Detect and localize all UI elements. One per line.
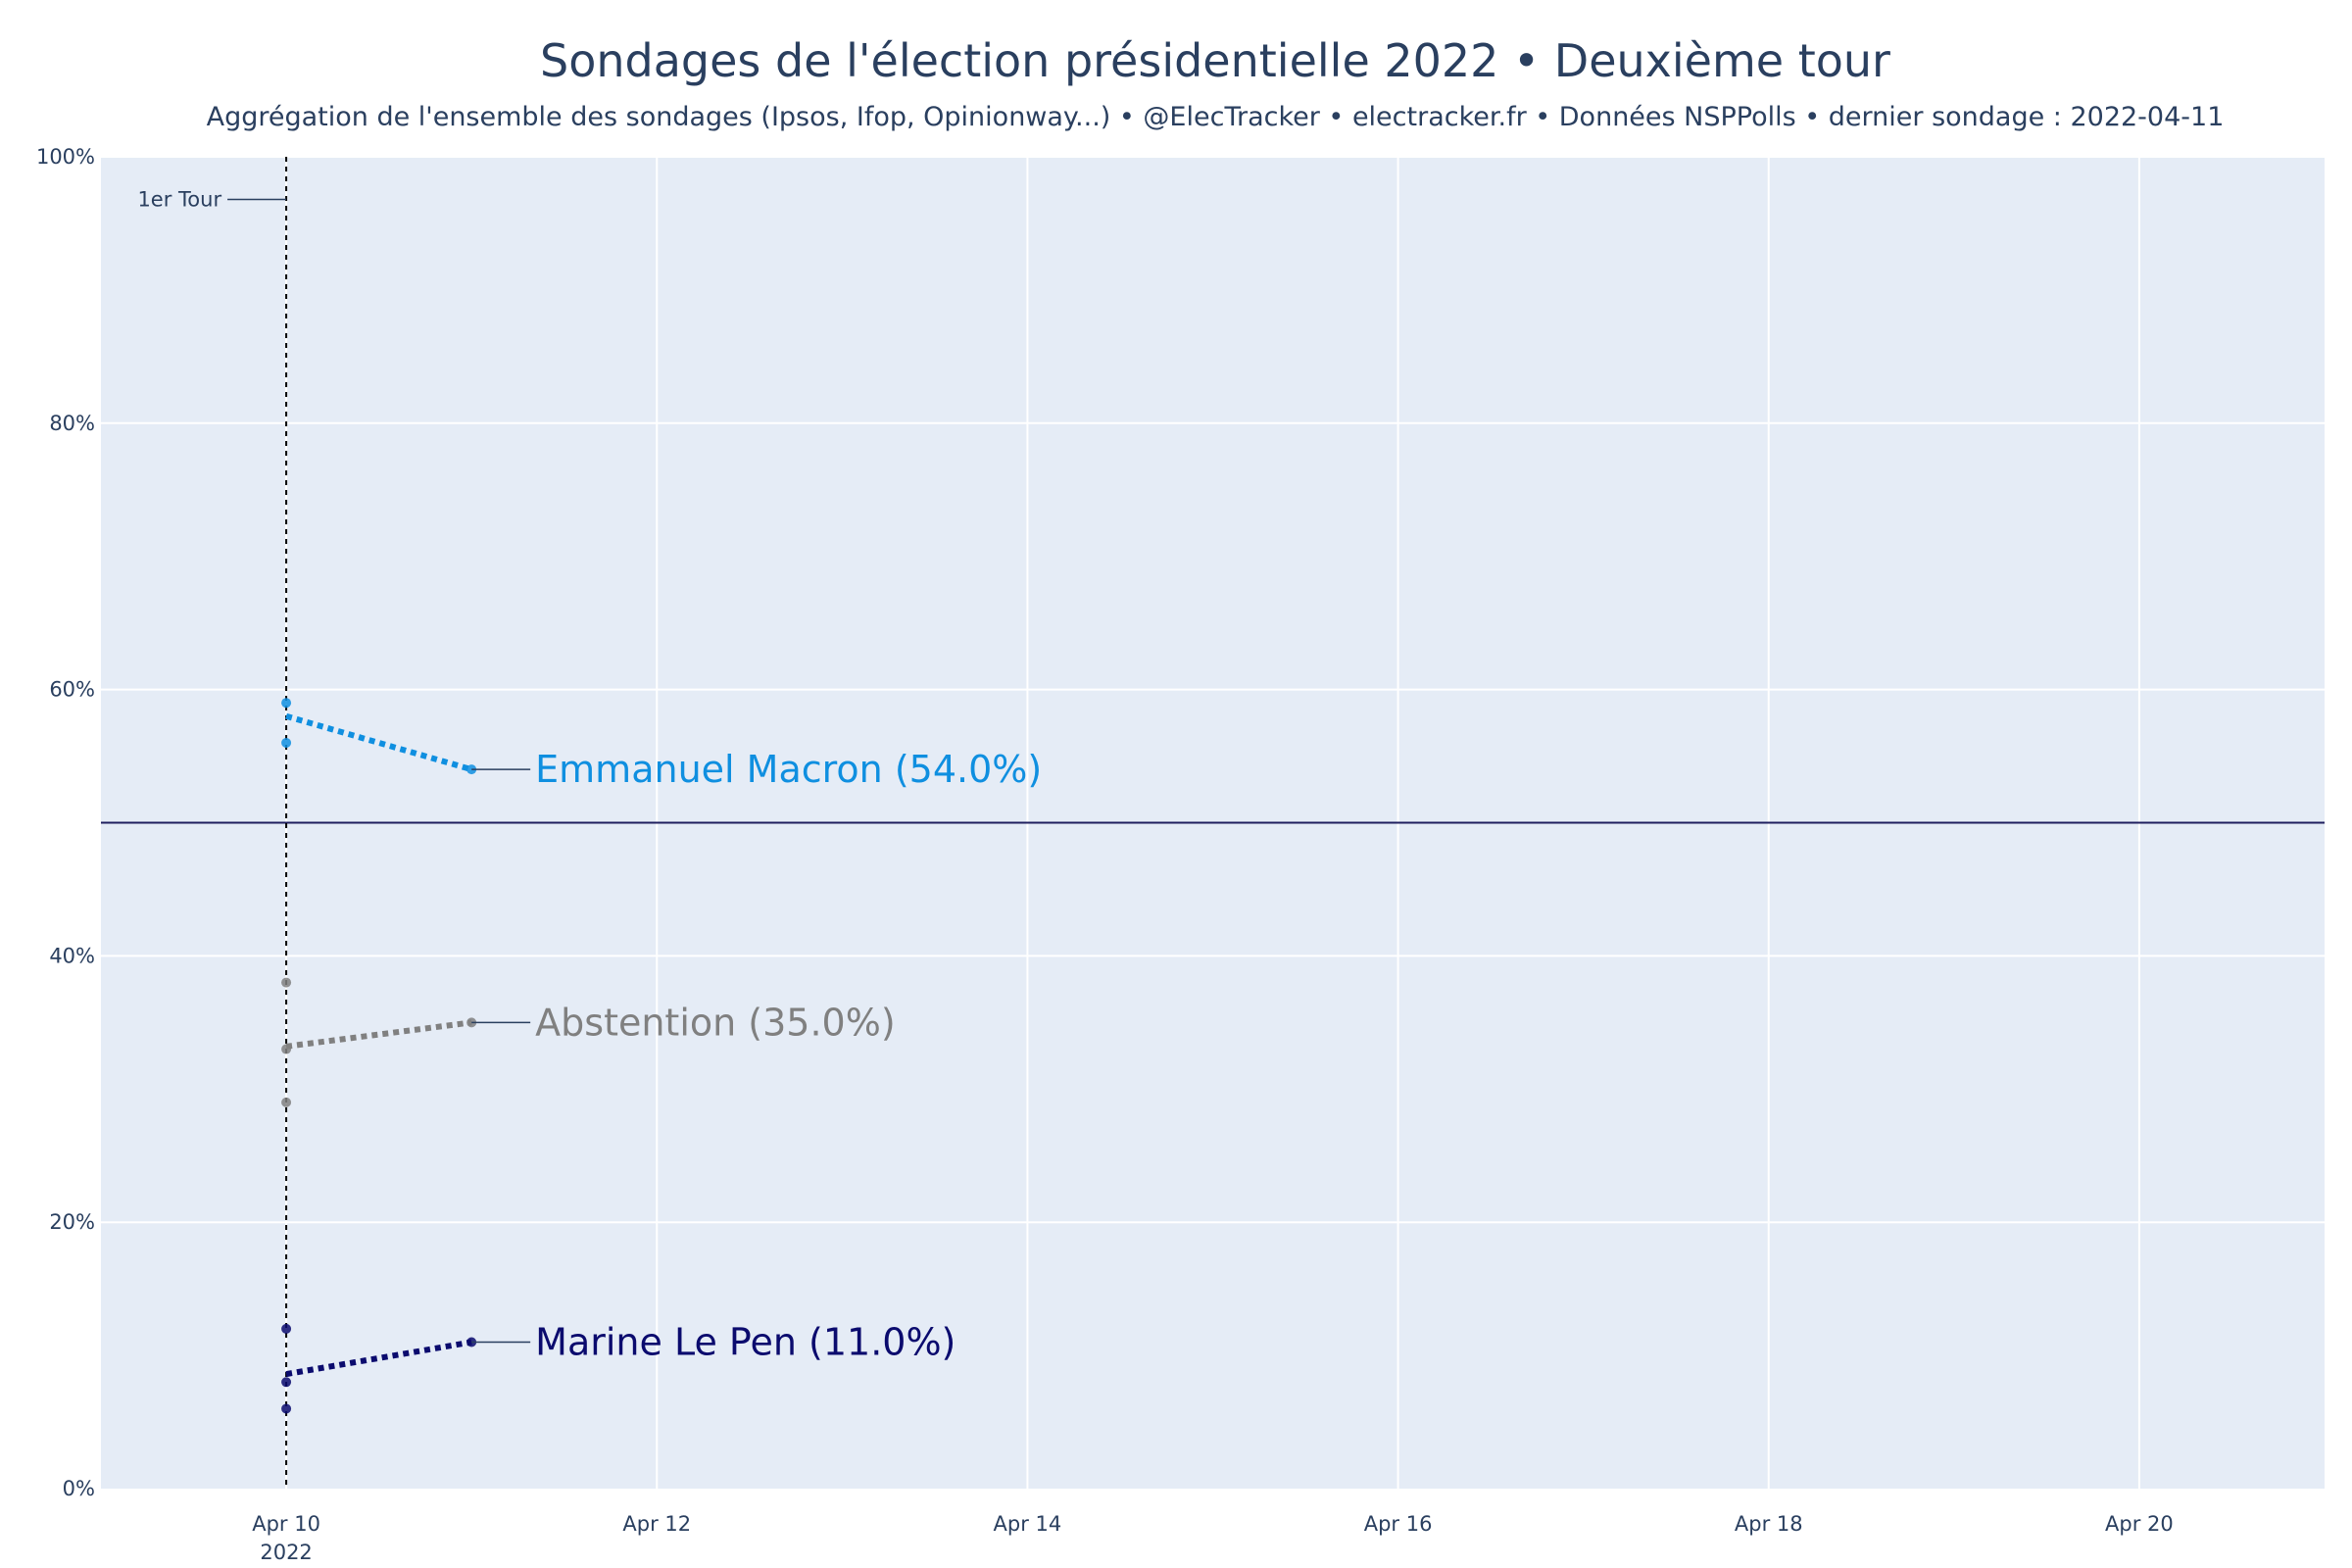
series-group: Emmanuel Macron (54.0%) — [281, 698, 1042, 791]
y-tick-label: 60% — [49, 678, 95, 702]
series-label: Abstention (35.0%) — [535, 1001, 896, 1044]
x-tick-label: Apr 18 — [1735, 1512, 1803, 1536]
poll-point — [281, 1323, 292, 1334]
poll-point — [281, 1377, 292, 1388]
poll-point — [281, 1403, 292, 1414]
x-tick-label: Apr 12 — [622, 1512, 691, 1536]
trend-line — [285, 1339, 472, 1378]
x-tick-label: Apr 14 — [994, 1512, 1062, 1536]
poll-point — [281, 737, 292, 748]
series: Emmanuel Macron (54.0%) Abstention (35.0%… — [281, 698, 1042, 1414]
trend-line — [285, 1019, 472, 1050]
series-label: Emmanuel Macron (54.0%) — [535, 748, 1042, 791]
y-tick-label: 40% — [49, 944, 95, 967]
y-tick-label: 20% — [49, 1210, 95, 1234]
y-tick-label: 0% — [63, 1477, 95, 1500]
x-tick-sublabel: 2022 — [260, 1541, 312, 1564]
y-tick-label: 80% — [49, 412, 95, 435]
poll-point — [281, 698, 292, 709]
series-group: Abstention (35.0%) — [281, 977, 896, 1107]
poll-point — [281, 1097, 292, 1107]
series-group: Marine Le Pen (11.0%) — [281, 1321, 956, 1414]
y-tick-label: 100% — [36, 145, 95, 169]
chart-subtitle: Aggrégation de l'ensemble des sondages (… — [207, 102, 2225, 132]
axes: 0% 20% 40% 60% 80% 100% Apr 10 2022 Apr 12 Apr 14… — [36, 145, 2174, 1564]
poll-point — [281, 977, 292, 988]
x-tick-label: Apr 10 — [252, 1512, 320, 1536]
x-tick-label: Apr 16 — [1364, 1512, 1433, 1536]
chart-title: Sondages de l'élection présidentielle 20… — [540, 34, 1890, 87]
x-tick-label: Apr 20 — [2105, 1512, 2174, 1536]
reference-lines: 1er Tour — [101, 157, 2325, 1489]
series-label: Marine Le Pen (11.0%) — [535, 1321, 956, 1364]
first-round-annotation: 1er Tour — [137, 187, 221, 211]
